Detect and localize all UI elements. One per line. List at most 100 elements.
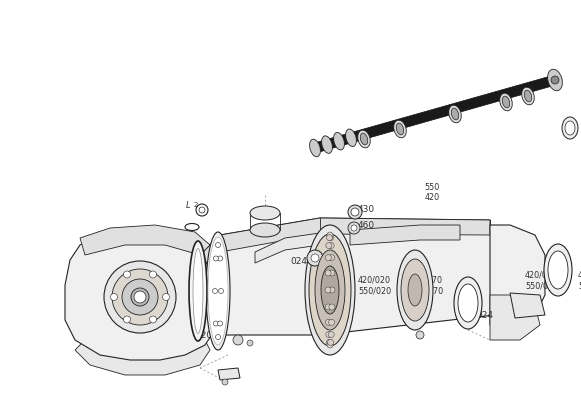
Ellipse shape xyxy=(396,123,404,135)
Circle shape xyxy=(351,225,357,231)
Circle shape xyxy=(329,319,335,325)
Circle shape xyxy=(329,304,335,310)
Circle shape xyxy=(327,232,333,238)
Polygon shape xyxy=(510,293,545,318)
Circle shape xyxy=(328,235,333,241)
Ellipse shape xyxy=(522,87,535,105)
Circle shape xyxy=(348,222,360,234)
Circle shape xyxy=(326,332,332,338)
Ellipse shape xyxy=(305,225,355,355)
Circle shape xyxy=(551,76,559,84)
Ellipse shape xyxy=(500,93,512,111)
Ellipse shape xyxy=(408,274,422,306)
Circle shape xyxy=(149,271,156,278)
Circle shape xyxy=(218,321,223,326)
Ellipse shape xyxy=(502,96,510,108)
Circle shape xyxy=(218,288,224,294)
Text: 550: 550 xyxy=(424,184,440,192)
Ellipse shape xyxy=(449,105,461,123)
Text: 550/070: 550/070 xyxy=(410,286,443,296)
Polygon shape xyxy=(80,225,210,255)
Text: 550/020: 550/020 xyxy=(358,286,391,296)
Polygon shape xyxy=(255,233,320,263)
Circle shape xyxy=(213,288,217,294)
Polygon shape xyxy=(350,225,460,245)
Ellipse shape xyxy=(562,117,578,139)
Ellipse shape xyxy=(524,90,532,102)
Ellipse shape xyxy=(451,108,459,120)
Ellipse shape xyxy=(189,241,207,341)
Circle shape xyxy=(110,294,117,300)
Circle shape xyxy=(124,271,131,278)
Circle shape xyxy=(218,256,223,261)
Ellipse shape xyxy=(348,205,362,219)
Circle shape xyxy=(222,379,228,385)
Circle shape xyxy=(163,294,170,300)
Circle shape xyxy=(328,332,334,338)
Text: 500: 500 xyxy=(320,250,337,260)
Circle shape xyxy=(247,340,253,346)
Ellipse shape xyxy=(206,232,230,350)
Circle shape xyxy=(325,287,331,293)
Ellipse shape xyxy=(351,208,359,216)
Ellipse shape xyxy=(250,206,280,220)
Ellipse shape xyxy=(401,259,429,321)
Polygon shape xyxy=(190,218,495,335)
Polygon shape xyxy=(314,75,557,153)
Text: 010: 010 xyxy=(464,290,481,300)
Ellipse shape xyxy=(454,277,482,329)
Text: 024: 024 xyxy=(476,312,493,320)
Circle shape xyxy=(213,256,218,261)
Polygon shape xyxy=(75,330,210,375)
Polygon shape xyxy=(490,225,545,325)
Circle shape xyxy=(327,339,332,345)
Ellipse shape xyxy=(321,266,339,314)
Circle shape xyxy=(329,255,335,261)
Circle shape xyxy=(311,254,319,262)
Text: 420: 420 xyxy=(425,192,440,202)
Circle shape xyxy=(149,316,156,323)
Circle shape xyxy=(416,331,424,339)
Circle shape xyxy=(124,316,131,323)
Circle shape xyxy=(325,255,331,261)
Text: 2: 2 xyxy=(194,202,198,208)
Circle shape xyxy=(329,287,335,293)
Ellipse shape xyxy=(394,120,406,138)
Ellipse shape xyxy=(565,121,575,135)
Circle shape xyxy=(325,319,331,325)
Circle shape xyxy=(134,291,146,303)
Ellipse shape xyxy=(358,130,370,148)
Circle shape xyxy=(216,242,221,248)
Ellipse shape xyxy=(360,133,368,145)
Circle shape xyxy=(327,235,332,241)
Ellipse shape xyxy=(333,132,345,150)
Circle shape xyxy=(329,270,335,276)
Text: L: L xyxy=(185,200,190,210)
Text: 460: 460 xyxy=(358,222,375,230)
Text: 420/060: 420/060 xyxy=(578,270,581,280)
Ellipse shape xyxy=(193,248,203,334)
Ellipse shape xyxy=(310,139,320,157)
Circle shape xyxy=(326,242,332,248)
Ellipse shape xyxy=(250,223,280,237)
Circle shape xyxy=(325,304,331,310)
Ellipse shape xyxy=(548,69,562,91)
Text: 430: 430 xyxy=(358,206,375,214)
Polygon shape xyxy=(218,368,240,380)
Ellipse shape xyxy=(208,237,228,345)
Polygon shape xyxy=(190,218,490,280)
Ellipse shape xyxy=(346,129,356,146)
Ellipse shape xyxy=(315,250,345,330)
Ellipse shape xyxy=(112,269,168,325)
Text: 020: 020 xyxy=(195,330,212,340)
Text: 550/010: 550/010 xyxy=(525,282,558,290)
Circle shape xyxy=(233,335,243,345)
Circle shape xyxy=(327,342,333,348)
Ellipse shape xyxy=(104,261,176,333)
Ellipse shape xyxy=(544,244,572,296)
Ellipse shape xyxy=(309,234,351,346)
Ellipse shape xyxy=(397,250,433,330)
Text: 550/060: 550/060 xyxy=(578,282,581,290)
Ellipse shape xyxy=(122,279,158,315)
Polygon shape xyxy=(490,295,540,340)
